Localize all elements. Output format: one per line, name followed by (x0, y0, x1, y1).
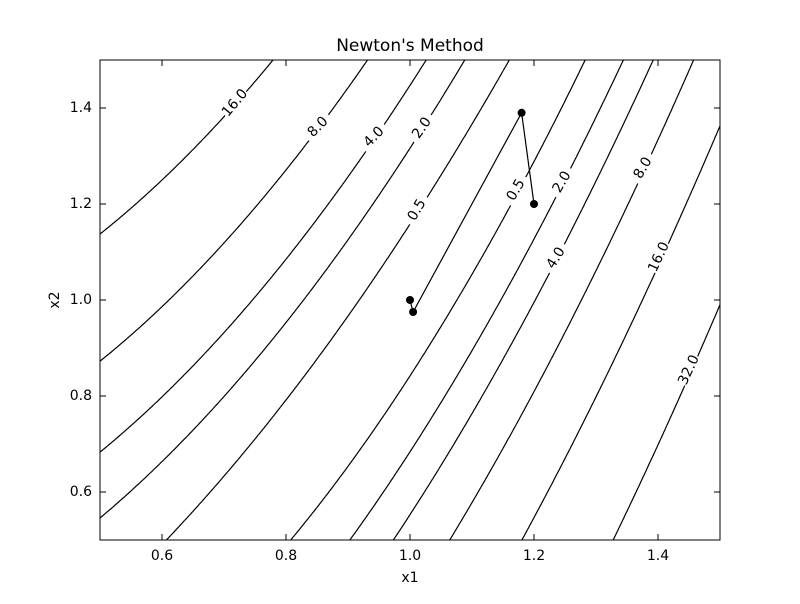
x-tick-label: 0.8 (275, 548, 297, 564)
y-tick-label: 1.4 (70, 100, 92, 116)
iterate-point (530, 200, 538, 208)
y-tick-label: 0.8 (70, 388, 92, 404)
contour-label-bg (300, 109, 336, 145)
y-tick-label: 1.2 (70, 196, 92, 212)
iterate-path (409, 110, 535, 314)
contour-label-bg (539, 239, 573, 277)
contour-label-bg (627, 149, 659, 187)
x-tick-label: 1.0 (399, 548, 421, 564)
y-tick-label: 0.6 (70, 484, 92, 500)
chart-title: Newton's Method (336, 36, 484, 56)
y-axis-label: x2 (47, 291, 63, 308)
contour-label-bg (401, 191, 433, 229)
iterate-point (409, 308, 418, 316)
contour-label-bg (500, 171, 532, 209)
iterate-point (517, 108, 526, 117)
contour-label-bg (546, 163, 578, 201)
contour-label-bg (356, 119, 392, 155)
contour-label-bg (405, 109, 439, 147)
x-tick-label: 1.2 (523, 548, 545, 564)
contour-label-bg (644, 238, 674, 276)
contour-label-bg (217, 84, 253, 122)
contour-label-bg (674, 351, 704, 389)
iterate-point (406, 296, 414, 304)
x-tick-label: 0.6 (151, 548, 173, 564)
x-tick-label: 1.4 (647, 548, 669, 564)
y-tick-label: 1.0 (70, 292, 92, 308)
x-axis-label: x1 (401, 570, 418, 586)
